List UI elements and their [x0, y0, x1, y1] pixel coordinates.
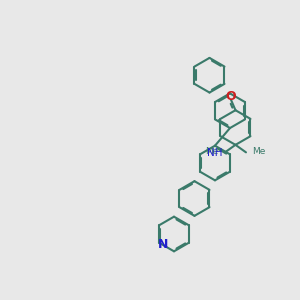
Text: NH: NH — [208, 148, 223, 158]
Text: Me: Me — [252, 147, 265, 156]
Text: Me: Me — [206, 147, 219, 156]
Text: O: O — [226, 90, 236, 103]
Text: N: N — [158, 238, 168, 251]
